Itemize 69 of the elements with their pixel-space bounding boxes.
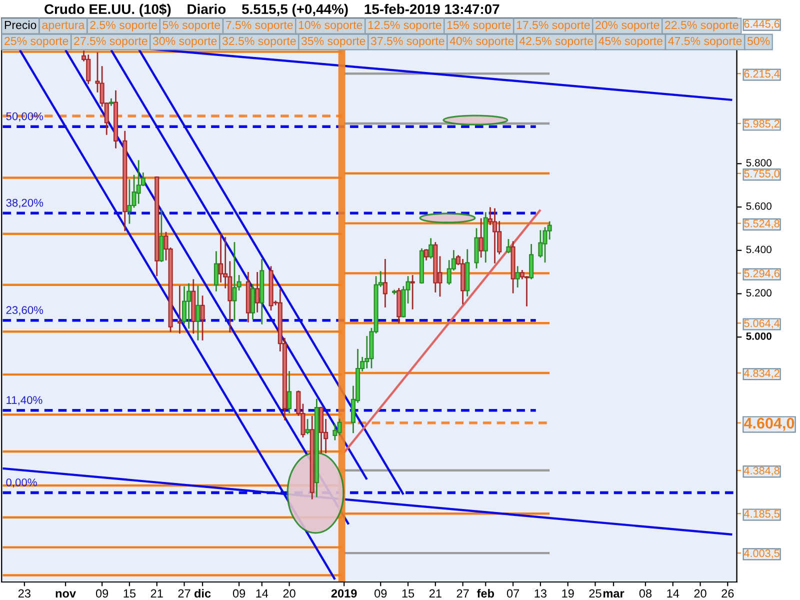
- annotation: 7.5% soporte: [226, 20, 293, 32]
- x-tick-label: 21: [150, 589, 163, 598]
- annotation: 15% soporte: [447, 20, 511, 32]
- y2-tick-label: 4.604,0: [744, 418, 794, 431]
- y2-tick-label: 4.003,5: [744, 549, 780, 558]
- x-tick-label: 2019: [331, 589, 357, 598]
- chart-title: Crudo EE.UU. (10$) Diario 5.515,5 (+0,44%) 15-feb-2019 13:47:07: [44, 4, 500, 17]
- annotation: 32.5% soporte: [222, 36, 296, 48]
- y2-tick-label: 6.215,4: [744, 70, 780, 79]
- annotation: 30% soporte: [152, 36, 217, 48]
- y-tick-label: 5.400: [746, 246, 772, 254]
- annotation: 22.5% soporte: [665, 20, 738, 32]
- y2-tick-label: 5.294,6: [744, 270, 780, 279]
- annotation: 25% soporte: [4, 36, 68, 48]
- x-tick-label: nov: [56, 591, 76, 598]
- y-tick-label: 5.000: [746, 332, 772, 340]
- annotation: apertura: [42, 22, 85, 32]
- annotation: 11,40%: [6, 396, 42, 406]
- y2-tick-label: 6.445,6: [744, 20, 780, 30]
- y-tick-label: 5.200: [746, 289, 772, 297]
- annotation: 37.5% soporte: [370, 36, 444, 48]
- text: 50%: [747, 36, 770, 46]
- x-tick-label: 09: [232, 589, 246, 598]
- annotation: 47.5% soporte: [668, 36, 742, 48]
- x-tick-label: mar: [603, 591, 624, 598]
- x-tick-label: 27: [178, 589, 190, 598]
- annotation: 50,00%: [6, 112, 44, 122]
- x-tick-label: 15: [124, 589, 136, 598]
- annotation: 35% soporte: [301, 36, 366, 48]
- y2-tick-label: 5.985,2: [744, 120, 780, 129]
- x-tick-label: 14: [256, 589, 268, 598]
- x-tick-label: 09: [96, 589, 108, 598]
- x-tick-label: 26: [722, 589, 734, 598]
- x-tick-label: 08: [639, 589, 652, 598]
- x-tick-label: 13: [534, 589, 546, 598]
- annotation: 45% soporte: [598, 36, 662, 48]
- x-tick-label: 20: [283, 589, 296, 598]
- y2-tick-label: 4.384,8: [744, 466, 780, 476]
- x-tick-label: feb: [476, 588, 494, 598]
- y2-tick-label: 4.834,2: [744, 369, 780, 378]
- annotation: 10% soporte: [298, 20, 362, 32]
- y2-tick-label: 4.185,5: [744, 510, 780, 519]
- annotation: 12.5% soporte: [368, 20, 442, 32]
- x-tick-label: 23: [18, 589, 30, 598]
- x-tick-label: dic: [194, 588, 211, 598]
- x-tick-label: 20: [694, 589, 706, 598]
- annotation: 40% soporte: [450, 36, 514, 48]
- annotation: 23,60%: [6, 306, 44, 316]
- x-tick-label: 14: [667, 589, 680, 598]
- annotation: Precio: [4, 20, 36, 30]
- y2-tick-label: 5.524,8: [744, 220, 780, 229]
- annotation: 17.5% soporte: [516, 20, 590, 32]
- x-tick-label: 27: [456, 589, 469, 598]
- y2-tick-label: 5.755,0: [744, 170, 780, 179]
- annotation: 27.5% soporte: [74, 36, 148, 48]
- annotation: 42.5% soporte: [519, 36, 593, 48]
- y-tick-label: 5.800: [746, 159, 772, 166]
- annotation: 20% soporte: [596, 20, 660, 32]
- y-tick-label: 5.600: [746, 202, 772, 210]
- annotation: 5% soporte: [162, 20, 220, 32]
- x-tick-label: 25: [589, 589, 602, 598]
- x-tick-label: 09: [374, 589, 387, 598]
- x-tick-label: 07: [506, 589, 520, 598]
- y2-tick-label: 5.064,4: [744, 319, 780, 328]
- annotation: 38,20%: [6, 198, 44, 208]
- x-tick-label: 19: [562, 589, 574, 598]
- annotation: 2.5% soporte: [90, 20, 158, 32]
- x-tick-label: 21: [429, 589, 442, 598]
- x-tick-label: 15: [402, 589, 414, 598]
